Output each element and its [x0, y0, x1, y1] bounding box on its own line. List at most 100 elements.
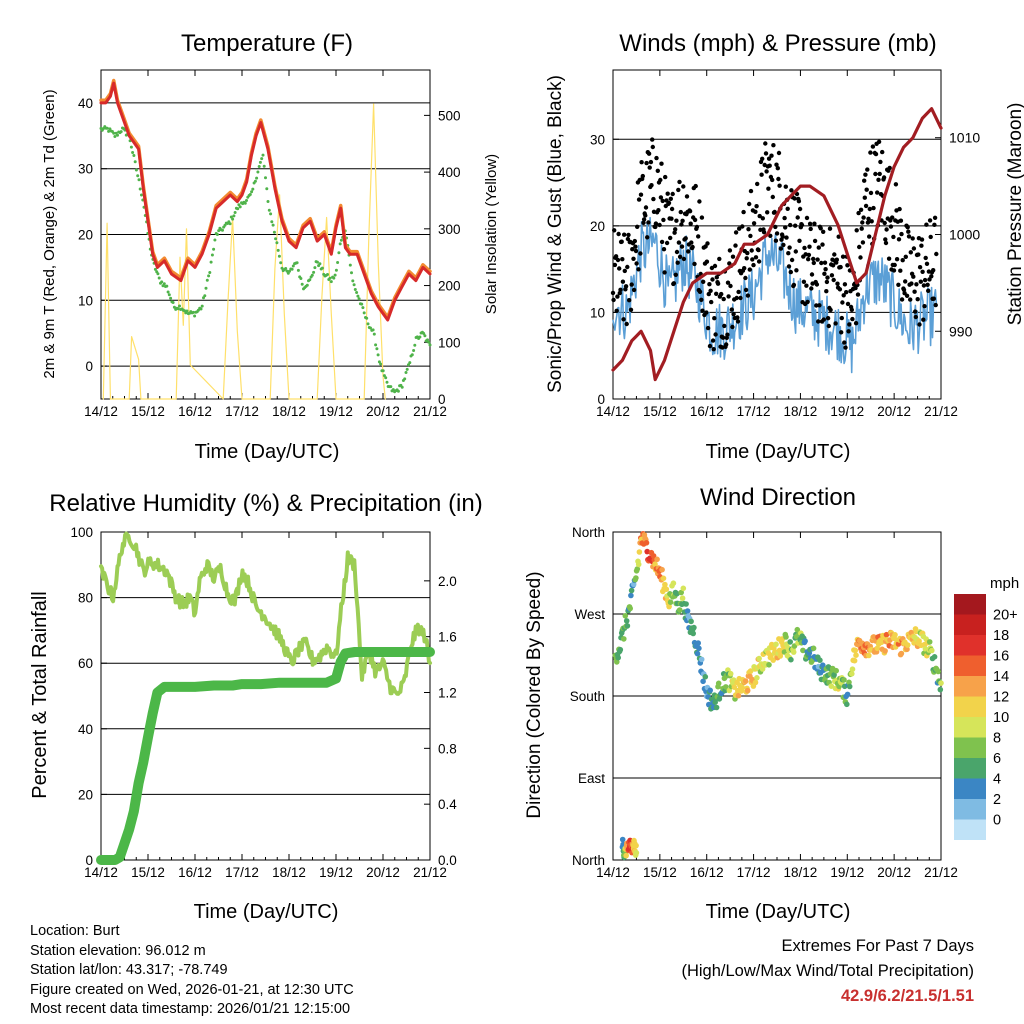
figure-created: Figure created on Wed, 2026-01-21, at 12…: [30, 981, 354, 998]
station-elevation: Station elevation: 96.012 m: [30, 942, 206, 959]
wind-direction-point: [787, 639, 793, 645]
dewpoint-point: [255, 176, 259, 180]
wind-direction-point: [788, 656, 794, 663]
wind-gust-point: [668, 235, 673, 241]
wind-gust-point: [778, 246, 784, 251]
dewpoint-point: [231, 217, 235, 221]
wind-gust-point: [653, 221, 659, 226]
wind-gust-point: [840, 300, 845, 305]
wind-gust-point: [776, 176, 781, 182]
wind-direction-point: [790, 649, 797, 655]
rh-y2tick-label: 0.0: [438, 853, 457, 868]
solar-insolation-line: [102, 103, 386, 400]
dewpoint-point: [369, 326, 372, 330]
wind-direction-point: [739, 684, 745, 691]
wind-gust-point: [811, 256, 816, 262]
temperature-xlabel: Time (Day/UTC): [195, 441, 340, 463]
wind-gust-point: [850, 316, 855, 322]
dewpoint-point: [418, 335, 422, 339]
wind-direction-point: [849, 671, 855, 677]
dewpoint-point: [375, 347, 379, 351]
wind-direction-point: [633, 575, 639, 581]
wind-gust-point: [617, 290, 622, 296]
rh-ylabel: Percent & Total Rainfall: [29, 591, 51, 799]
wind-gust-point: [822, 260, 828, 265]
wind-gust-point: [615, 257, 621, 263]
wind-gust-point: [632, 238, 637, 244]
colorbar-swatch: [954, 594, 986, 615]
rh-y2tick-label: 1.2: [438, 686, 457, 701]
dewpoint-point: [105, 126, 109, 130]
wind-direction-point: [624, 623, 631, 629]
colorbar-swatch: [954, 717, 986, 738]
wind-gust-point: [931, 296, 936, 301]
wind-gust-point: [635, 224, 640, 229]
wind-gust-point: [917, 322, 922, 327]
wind-gust-point: [829, 273, 835, 278]
wind-gust-point: [730, 254, 736, 259]
wind-gust-point: [641, 217, 647, 222]
dewpoint-point: [133, 160, 137, 164]
wind-gust-point: [777, 183, 782, 188]
wind-gust-point: [614, 308, 619, 313]
colorbar-title: mph: [990, 575, 1019, 592]
winds-y2tick-label: 1000: [949, 227, 980, 243]
winds-y2tick-label: 990: [949, 323, 973, 339]
wind-gust-point: [643, 213, 648, 218]
wind-gust-point: [789, 257, 795, 263]
wind-direction-point: [773, 641, 779, 648]
dewpoint-point: [405, 367, 409, 371]
wind-gust-point: [731, 311, 736, 317]
wind-direction-point: [670, 580, 677, 586]
wind-gust-point: [687, 209, 693, 214]
winds-xtick-label: 18/12: [784, 404, 818, 419]
dewpoint-point: [313, 266, 317, 270]
dewpoint-point: [136, 174, 140, 178]
rh-axes-frame: [100, 531, 431, 861]
wind-gust-point: [755, 181, 760, 187]
wind-direction-point: [831, 672, 837, 678]
wind-gust-point: [633, 244, 638, 249]
wind-gust-point: [892, 262, 897, 268]
wind-gust-point: [647, 165, 652, 170]
wind-gust-point: [818, 226, 823, 231]
dewpoint-point: [251, 187, 255, 191]
dewpoint-point: [284, 267, 288, 270]
wind-gust-point: [631, 256, 636, 261]
wind-gust-point: [735, 315, 740, 320]
wind-gust-point: [873, 151, 879, 157]
wind-gust-point: [910, 236, 915, 241]
rh-xtick-label: 18/12: [272, 865, 306, 880]
relative-humidity-line: [99, 531, 432, 696]
temperature-ylabel: 2m & 9m T (Red, Orange) & 2m Td (Green): [41, 89, 58, 378]
colorbar-label: 16: [993, 649, 1009, 665]
wind-direction-point: [883, 631, 890, 638]
wind-direction-point: [712, 699, 718, 705]
temperature-y2tick-label: 500: [438, 108, 461, 123]
dewpoint-point: [350, 271, 353, 275]
wind-gust-point: [816, 245, 821, 250]
wind-direction-point: [935, 668, 941, 675]
wind-gust-point: [648, 159, 654, 165]
wind-gust-point: [766, 156, 772, 161]
wind-gust-point: [797, 206, 803, 212]
wind-gust-point: [841, 293, 846, 298]
dewpoint-point: [362, 311, 366, 315]
wind-gust-point: [653, 224, 658, 230]
wind-gust-point: [838, 264, 843, 270]
wind-gust-point: [713, 332, 718, 337]
wind-direction-ytick-label: North: [572, 525, 605, 540]
dewpoint-point: [178, 304, 181, 308]
wind-gust-point: [859, 226, 864, 231]
temp-9m-line: [99, 78, 432, 320]
wind-direction-point: [678, 589, 684, 596]
wind-gust-point: [869, 219, 874, 224]
colorbar-swatch: [954, 614, 986, 635]
wind-direction-point: [691, 624, 697, 631]
wind-gust-point: [699, 297, 704, 302]
dewpoint-point: [296, 268, 300, 272]
wind-gust-point: [812, 238, 818, 244]
wind-gust-point: [760, 216, 765, 221]
rh-xtick-label: 15/12: [131, 865, 165, 880]
wind-gust-point: [908, 297, 913, 302]
